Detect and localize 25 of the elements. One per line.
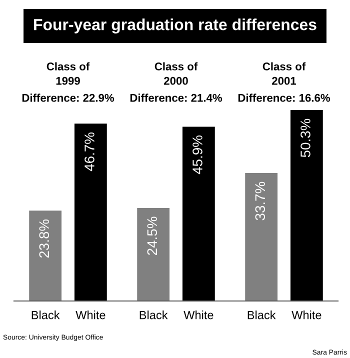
text: White [292, 310, 322, 320]
bar [137, 208, 170, 301]
data-label: 33.7% [255, 182, 266, 220]
bar [290, 110, 323, 301]
bar [29, 210, 62, 301]
x-tick-label: Class of 2001 [262, 62, 306, 85]
bar [245, 173, 278, 301]
text: Difference: 22.9% [22, 94, 114, 102]
text: White [184, 310, 214, 320]
data-label: 23.8% [39, 219, 50, 258]
series-label: White [76, 310, 106, 320]
chart-title: Four-year graduation rate differences [34, 18, 316, 34]
x-tick-label: Class of 1999 [46, 62, 90, 85]
text: Black [140, 310, 168, 320]
x-tick-label: Class of 2000 [154, 62, 198, 85]
bar [74, 124, 107, 301]
data-label: 46.7% [84, 132, 94, 172]
text: Black [248, 310, 276, 320]
data-label: 24.5% [147, 216, 158, 255]
text: Difference: 16.6% [238, 94, 330, 102]
text: Difference: 21.4% [130, 94, 222, 102]
series-label: Black [32, 310, 60, 320]
data-label: 50.3% [300, 118, 310, 158]
bar [182, 126, 215, 301]
data-label: 45.9% [192, 136, 202, 174]
